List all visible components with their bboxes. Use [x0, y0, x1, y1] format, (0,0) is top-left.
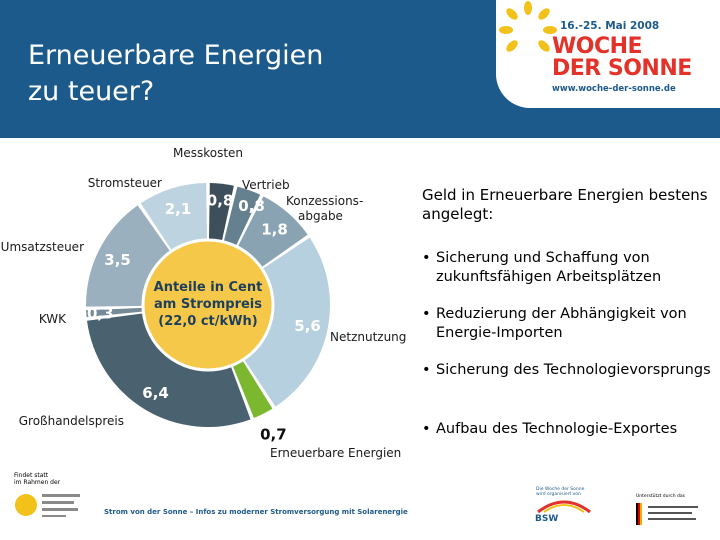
slice-value-label: 2,1 — [165, 200, 192, 218]
benefit-item: • Sicherung des Technologievorsprungs — [422, 361, 718, 380]
slice-category-label: Messkosten — [173, 146, 243, 160]
slice-category-label: KWK — [39, 312, 67, 326]
bullet-icon: • — [422, 421, 431, 437]
slice-category-label: Umsatzsteuer — [1, 240, 84, 254]
pie-center-disc — [141, 238, 275, 372]
bullet-icon: • — [422, 362, 431, 378]
logo-title-line2: DER SONNE — [552, 56, 692, 81]
slice-value-label: 1,8 — [261, 220, 288, 238]
slice-category-label: Konzessions- — [286, 194, 363, 208]
benefit-text: Sicherung des Technologievorsprungs — [436, 362, 711, 378]
bullet-icon: • — [422, 306, 431, 322]
bsw-logo-label: BSW — [535, 514, 559, 524]
slice-category-label: Netznutzung — [330, 330, 406, 344]
slice-category-label: Großhandelspreis — [19, 414, 124, 428]
sun-logo-icon — [499, 1, 557, 52]
benefit-item: • Aufbau des Technologie-Exportes — [422, 420, 718, 439]
slice-value-label: 3,5 — [104, 251, 131, 269]
european-solar-days-logo — [15, 494, 80, 517]
slice-category-label: abgabe — [298, 209, 343, 223]
benefit-text: Sicherung und Schaffung von zukunftsfähi… — [436, 250, 662, 285]
benefit-item: • Reduzierung der Abhängigkeit von Energ… — [422, 305, 718, 343]
benefits-heading: Geld in Erneuerbare Energien bestens ang… — [422, 186, 708, 223]
electricity-price-pie-chart: Anteile in Cent am Strompreis (22,0 ct/k… — [1, 146, 407, 460]
logo-url: www.woche-der-sonne.de — [552, 84, 676, 94]
ministry-logo — [636, 503, 698, 525]
slice-category-label: Vertrieb — [242, 178, 290, 192]
benefit-text: Reduzierung der Abhängigkeit von Energie… — [436, 306, 687, 341]
center-label-line-1: Anteile in Cent — [154, 280, 263, 295]
center-label-line-3: (22,0 ct/kWh) — [158, 314, 257, 329]
bullet-icon: • — [422, 250, 431, 266]
logo-title-line1: WOCHE — [552, 34, 643, 59]
benefits-panel: Geld in Erneuerbare Energien bestens ang… — [422, 186, 720, 437]
pie-labels: 0,8 0,8 1,8 5,6 0,7 6,4 0,3 3,5 2,1 Messkosten Ver… — [1, 146, 407, 460]
slice-value-label: 0,7 — [260, 425, 287, 443]
footer-caption: Strom von der Sonne – Infos zu moderner … — [104, 508, 408, 516]
footer-note: Findet statt im Rahmen der — [14, 472, 61, 486]
slice-value-label: 0,3 — [87, 305, 114, 323]
slice-category-label: Erneuerbare Energien — [270, 446, 401, 460]
page-title: Erneuerbare Energien zu teuer? — [28, 40, 324, 107]
slice-value-label: 0,8 — [207, 192, 234, 210]
logo-panel — [496, 0, 720, 108]
benefit-item: • Sicherung und Schaffung von zukunftsfä… — [422, 249, 718, 287]
bsw-organizer-text: Die Woche der Sonne wird organisiert von — [536, 487, 585, 497]
ministry-support-text: Unterstützt durch das — [636, 494, 685, 499]
benefit-text: Aufbau des Technologie-Exportes — [436, 421, 678, 437]
slice-category-label: Stromsteuer — [88, 176, 162, 190]
slice-value-label: 0,8 — [238, 197, 265, 215]
bsw-logo-icon — [537, 500, 591, 514]
slice-value-label: 6,4 — [142, 384, 169, 402]
center-label-line-2: am Strompreis — [154, 297, 262, 312]
logo-date: 16.-25. Mai 2008 — [560, 20, 660, 32]
slice-value-label: 5,6 — [294, 317, 321, 335]
